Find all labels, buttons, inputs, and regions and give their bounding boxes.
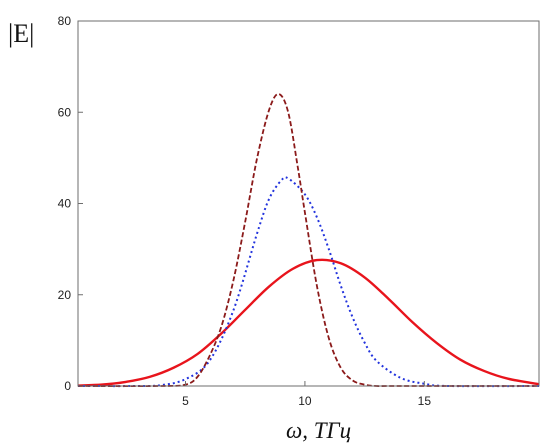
y-tick-label: 0 (64, 379, 71, 393)
plot-area (77, 93, 540, 388)
y-tick-label: 60 (58, 105, 72, 119)
y-axis-label: |E| (8, 19, 34, 48)
x-axis-label: ω, ТГц (286, 418, 351, 443)
y-tick-label: 20 (58, 288, 72, 302)
y-tick-label: 40 (58, 197, 72, 211)
series-line-dashed (77, 93, 539, 388)
x-tick-label: 5 (182, 394, 189, 408)
series-line-dotted (77, 176, 540, 388)
y-tick-label: 80 (58, 14, 72, 28)
x-tick-label: 15 (418, 394, 432, 408)
series-line-solid (77, 258, 540, 387)
x-tick-label: 10 (298, 394, 312, 408)
axis-ticks: 0 20 40 60 80 5 10 15 (58, 14, 432, 408)
plot-frame (77, 20, 540, 387)
